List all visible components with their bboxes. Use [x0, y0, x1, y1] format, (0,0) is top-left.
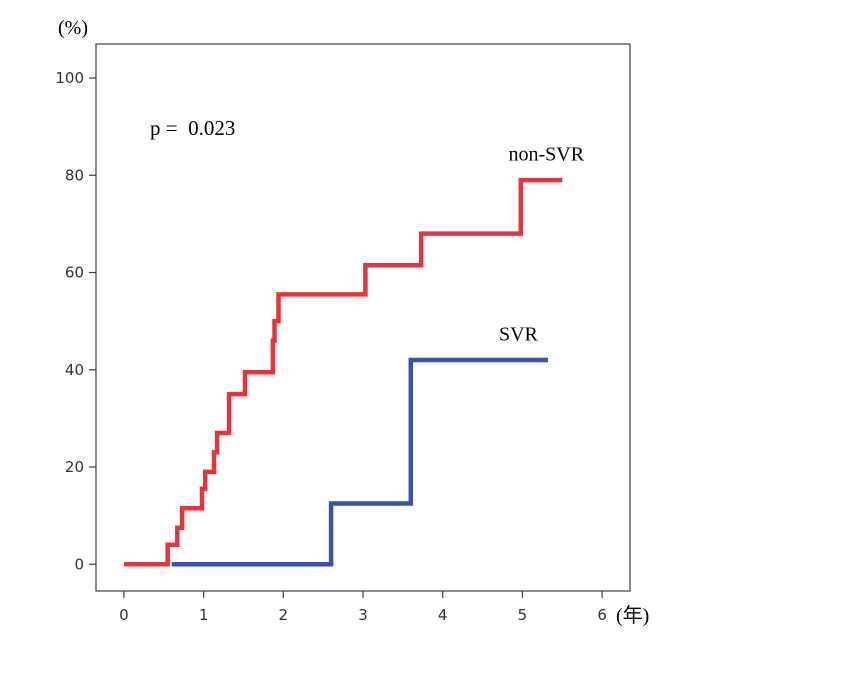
y-axis-label: (%)	[58, 17, 88, 39]
labels: (%) (年) p = 0.023 non-SVR SVR	[58, 17, 649, 627]
y-tick-label: 20	[65, 458, 84, 476]
y-tick-label: 0	[74, 555, 84, 573]
x-tick-label: 0	[119, 606, 129, 624]
x-tick-label: 1	[199, 606, 209, 624]
series-lines	[123, 177, 563, 567]
x-tick-label: 6	[597, 606, 607, 624]
x-tick-label: 2	[279, 606, 289, 624]
y-tick-label: 40	[65, 361, 84, 379]
x-tick-label: 4	[438, 606, 448, 624]
axes: 0 20 40 60 80 100 0 1 2 3 4 5 6	[55, 43, 631, 624]
y-tick-label: 60	[65, 264, 84, 282]
series-line-svr	[171, 357, 548, 567]
series-label-svr: SVR	[499, 324, 539, 346]
series-line-non-svr	[123, 177, 563, 567]
x-axis-label: (年)	[616, 604, 649, 627]
x-tick-label: 5	[518, 606, 528, 624]
p-value-annotation: p = 0.023	[150, 116, 235, 140]
y-tick-label: 100	[55, 69, 84, 87]
x-tick-label: 3	[358, 606, 368, 624]
series-label-non-svr: non-SVR	[509, 144, 585, 166]
y-tick-label: 80	[65, 166, 84, 184]
